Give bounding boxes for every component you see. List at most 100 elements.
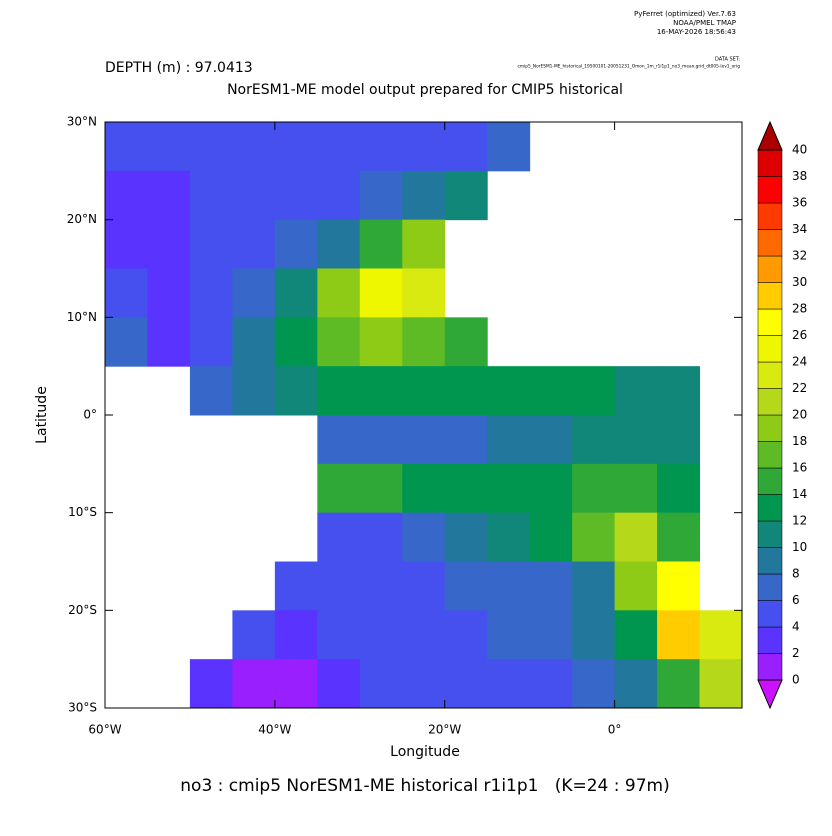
colorbar-label: 0 — [792, 673, 800, 687]
cell — [232, 659, 276, 709]
cell — [529, 561, 573, 611]
footer: no3 : cmip5 NorESM1-ME historical r1i1p1… — [180, 776, 669, 796]
colorbar-label: 8 — [792, 567, 800, 581]
cell — [105, 122, 148, 172]
cell — [614, 512, 658, 562]
cell — [657, 512, 701, 562]
colorbar-swatch — [757, 229, 783, 257]
cell — [614, 610, 658, 660]
colorbar-swatch — [757, 149, 783, 177]
colorbar-label: 34 — [792, 222, 807, 236]
header-line: NOAA/PMEL TMAP — [673, 19, 736, 27]
cell — [402, 219, 446, 269]
colorbar-label: 2 — [792, 646, 800, 660]
cell — [572, 659, 616, 709]
cell — [444, 415, 488, 465]
cell — [317, 610, 361, 660]
subtitle: DEPTH (m) : 97.0413 — [105, 60, 253, 76]
cell — [147, 170, 191, 221]
colorbar-swatch — [757, 388, 783, 416]
cell — [359, 366, 403, 416]
colorbar-label: 30 — [792, 275, 807, 289]
y-tick-label: 20°S — [68, 603, 97, 617]
cell — [444, 561, 488, 611]
cell — [189, 219, 233, 269]
colorbar-label: 20 — [792, 408, 807, 422]
cell — [105, 268, 148, 318]
cell — [317, 415, 361, 465]
cell — [402, 512, 446, 562]
colorbar-label: 16 — [792, 461, 807, 475]
y-tick-label: 10°S — [68, 505, 97, 519]
colorbar-label: 36 — [792, 196, 807, 210]
colorbar-label: 38 — [792, 169, 807, 183]
colorbar-label: 28 — [792, 302, 807, 316]
cell — [487, 659, 531, 709]
cell — [189, 317, 233, 367]
cell — [359, 268, 403, 318]
cell — [657, 463, 701, 514]
cell — [402, 317, 446, 367]
cell — [317, 561, 361, 611]
cell — [657, 610, 701, 660]
cell — [572, 561, 616, 611]
colorbar-label: 22 — [792, 381, 807, 395]
colorbar-under — [757, 679, 783, 710]
colorbar-swatch — [757, 600, 783, 628]
cell — [274, 268, 318, 318]
cell — [317, 366, 361, 416]
colorbar-label: 14 — [792, 487, 807, 501]
colorbar-swatch — [757, 361, 783, 389]
header-line: 16-MAY-2026 18:56:43 — [657, 28, 736, 36]
colorbar-swatch — [757, 573, 783, 601]
cell — [274, 561, 318, 611]
x-axis-label: Longitude — [390, 744, 460, 760]
cell — [359, 415, 403, 465]
dataset-label: DATA SET: — [715, 57, 740, 63]
y-tick-label: 30°S — [68, 701, 97, 715]
cell — [657, 366, 701, 416]
y-tick-label: 30°N — [67, 115, 97, 129]
colorbar-swatch — [757, 414, 783, 442]
cell — [189, 659, 233, 709]
colorbar-over — [757, 120, 783, 151]
cell — [614, 659, 658, 709]
cell — [444, 122, 488, 172]
colorbar-swatch — [757, 176, 783, 204]
cell — [189, 268, 233, 318]
cell — [274, 610, 318, 660]
colorbar-swatch — [757, 441, 783, 469]
cell — [317, 268, 361, 318]
colorbar-label: 24 — [792, 355, 807, 369]
cell — [317, 122, 361, 172]
colorbar-swatch — [757, 202, 783, 230]
cell — [529, 366, 573, 416]
cell — [572, 512, 616, 562]
cell — [402, 366, 446, 416]
cell — [317, 317, 361, 367]
y-tick-label: 0° — [83, 408, 97, 422]
cell — [359, 659, 403, 709]
cell — [487, 512, 531, 562]
cell — [317, 463, 361, 514]
cell — [189, 170, 233, 221]
y-tick-label: 20°N — [67, 212, 97, 226]
cell — [614, 415, 658, 465]
colorbar-label: 6 — [792, 593, 800, 607]
colorbar-swatch — [757, 520, 783, 548]
cell — [402, 610, 446, 660]
colorbar-swatch — [757, 494, 783, 522]
cell — [657, 561, 701, 611]
cell — [317, 170, 361, 221]
cell — [232, 170, 276, 221]
cell — [657, 659, 701, 709]
cell — [402, 415, 446, 465]
cell — [529, 659, 573, 709]
y-axis-label: Latitude — [34, 386, 50, 444]
dataset: cmip5_NorESM1-ME_historical_19500101-200… — [518, 64, 741, 70]
x-tick-label: 0° — [608, 723, 622, 737]
cell — [487, 366, 531, 416]
y-tick-label: 10°N — [67, 310, 97, 324]
cell — [232, 268, 276, 318]
